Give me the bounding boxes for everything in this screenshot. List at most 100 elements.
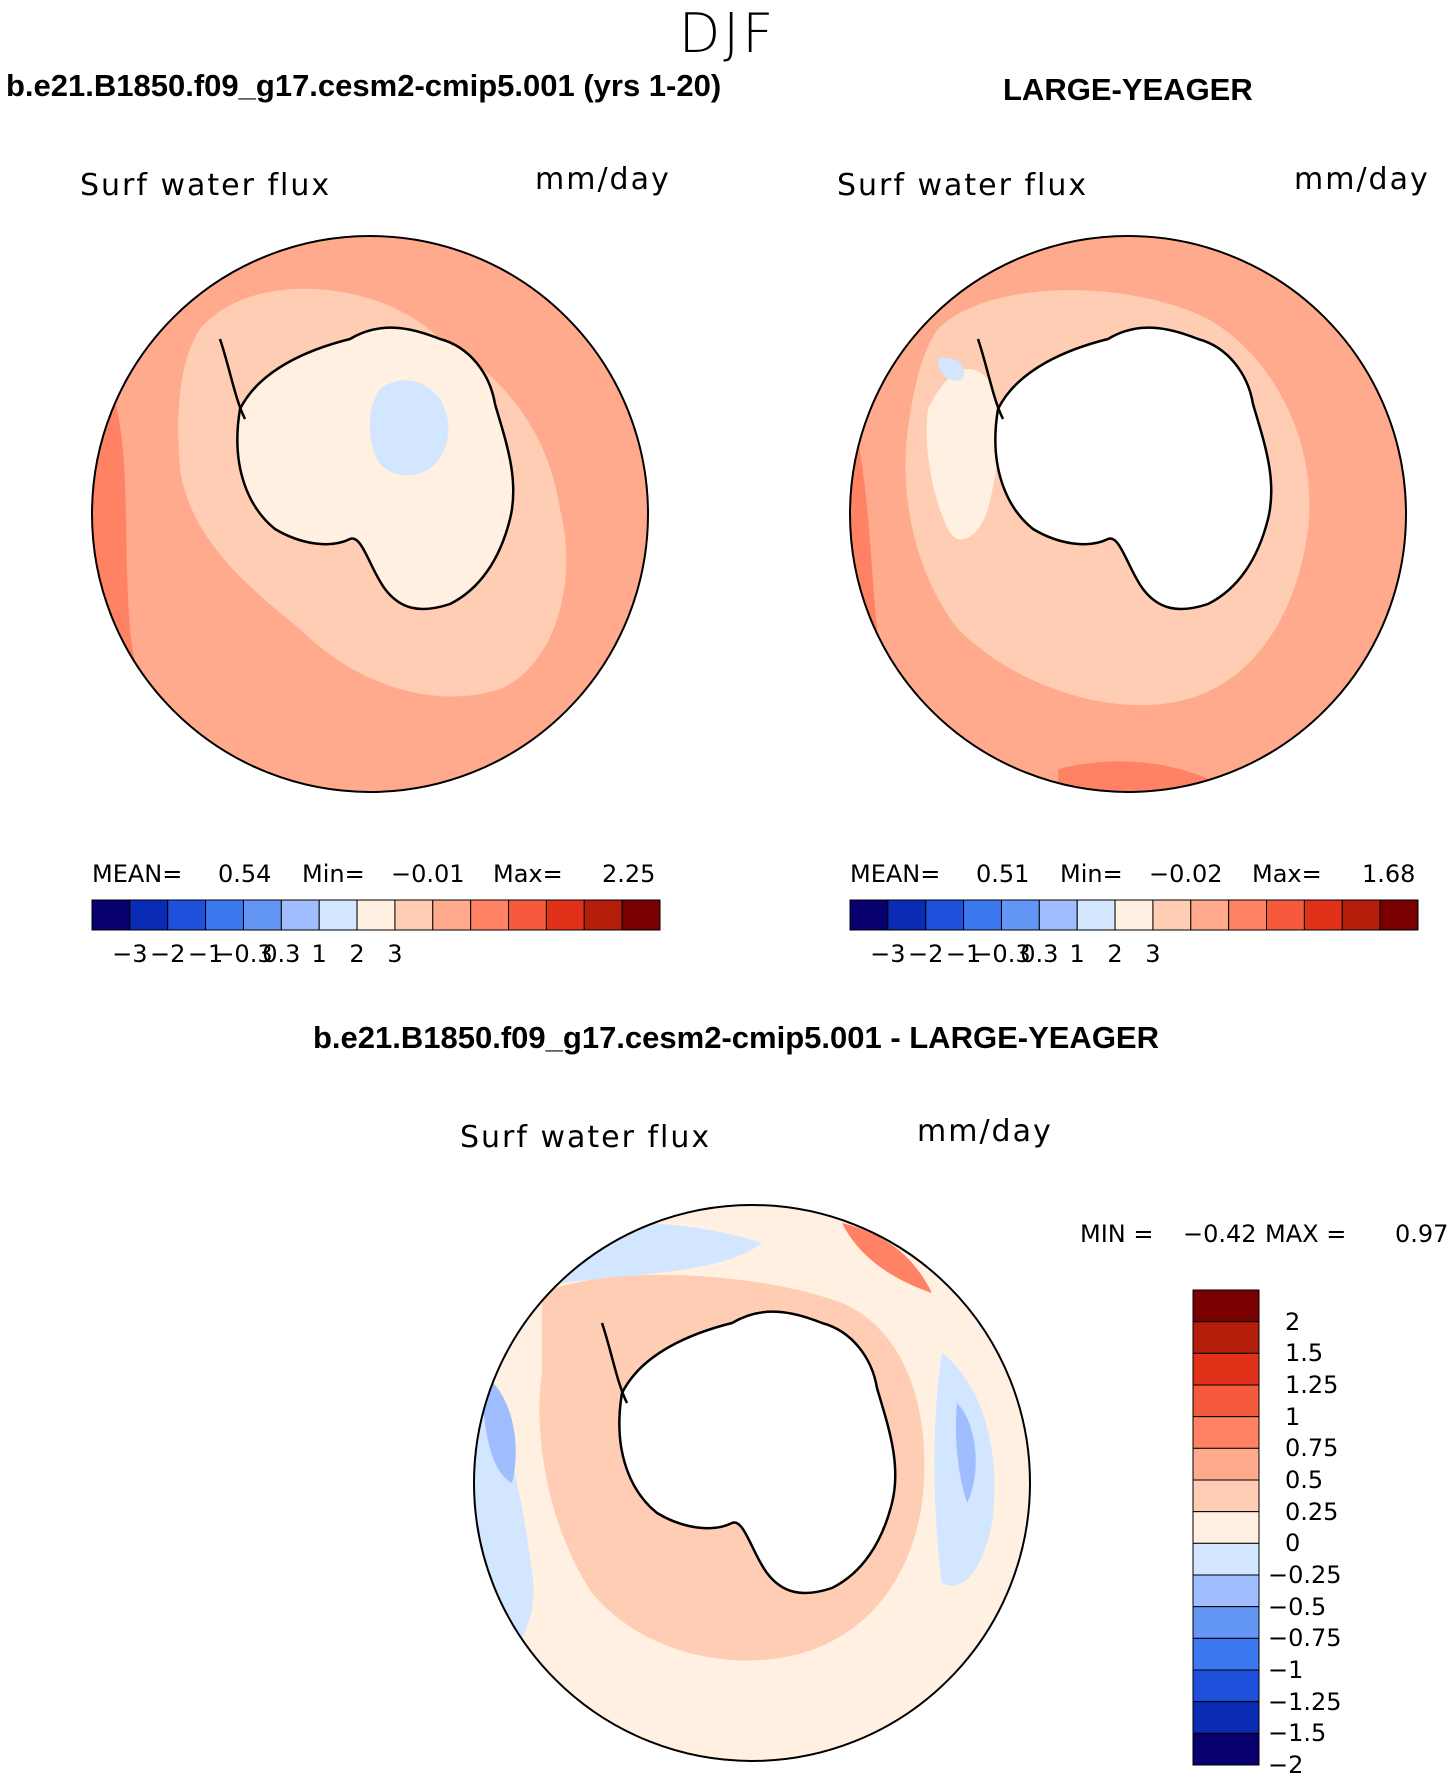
colorbar-swatch — [356, 899, 396, 931]
colorbar-tick-label: 0.25 — [1285, 1497, 1339, 1526]
colorbar-swatch — [205, 899, 244, 931]
colorbar-swatch — [129, 899, 169, 931]
colorbar-swatch — [318, 899, 358, 931]
colorbar-swatch — [1076, 899, 1116, 931]
colorbar-swatch — [545, 899, 585, 931]
colorbar-swatch — [432, 899, 472, 931]
colorbar-tick-label: 2 — [349, 940, 365, 968]
colorbar-tick-label: −1 — [187, 940, 224, 968]
panel2-title: LARGE-YEAGER — [1003, 72, 1253, 107]
panel2-negative-flux-patch — [938, 357, 964, 381]
colorbar-tick-label: 2 — [1107, 940, 1123, 968]
colorbar-tick-label: −3 — [112, 940, 148, 968]
colorbar-tick-label: −0.25 — [1268, 1561, 1342, 1589]
panel3-colorbar-ticks: 2 1.5 1.25 1 0.75 0.5 0.25 0 −0.25 −0.5 −0.75 −1 −1.… — [1268, 1290, 1418, 1779]
panel1-title: b.e21.B1850.f09_g17.cesm2-cmip5.001 (yrs… — [6, 68, 722, 103]
colorbar-tick-label: −2 — [150, 940, 186, 968]
panel2-variable-label: Surf water flux — [837, 168, 1089, 203]
panel1-colorbar-ticks: −3 −2 −1 −0.3 0.3 1 2 3 — [92, 940, 660, 970]
panel3-colorbar — [1192, 1289, 1260, 1766]
panel2-colorbar — [849, 899, 1419, 931]
colorbar-swatch — [1192, 1511, 1260, 1544]
panel2-max-label: Max= — [1252, 860, 1322, 888]
colorbar-swatch — [1192, 1384, 1260, 1418]
colorbar-swatch — [167, 899, 207, 931]
colorbar-tick-label: −2 — [1268, 1751, 1304, 1779]
colorbar-swatch — [1266, 899, 1305, 931]
colorbar-swatch — [1000, 899, 1040, 931]
colorbar-tick-label: 1 — [311, 940, 327, 968]
colorbar-tick-label: −0.5 — [1268, 1592, 1327, 1621]
colorbar-tick-label: −1 — [1268, 1656, 1304, 1684]
colorbar-swatch — [1192, 1352, 1260, 1386]
panel1-negative-flux-interior — [369, 380, 449, 476]
colorbar-swatch — [1192, 1637, 1260, 1671]
colorbar-swatch — [91, 899, 131, 931]
panel2-min-value: −0.02 — [1149, 860, 1223, 888]
colorbar-swatch — [583, 899, 623, 931]
panel1-mean-label: MEAN= — [92, 860, 183, 888]
panel2-mean-value: 0.51 — [976, 860, 1030, 888]
colorbar-tick-label: −0.3 — [972, 940, 1031, 968]
colorbar-swatch — [1192, 1479, 1260, 1513]
colorbar-tick-label: −1.5 — [1268, 1719, 1327, 1748]
panel3-min-label: MIN = — [1080, 1220, 1154, 1248]
colorbar-tick-label: −0.3 — [214, 940, 273, 968]
panel2-peninsula-coast — [976, 338, 1005, 420]
panel1-min-value: −0.01 — [391, 860, 465, 888]
panel3-map-border — [473, 1204, 1031, 1762]
panel2-antarctica — [994, 326, 1273, 611]
panel1-min-label: Min= — [302, 860, 365, 888]
colorbar-swatch — [1303, 899, 1343, 931]
panel2-mean-label: MEAN= — [850, 860, 941, 888]
colorbar-swatch — [470, 899, 510, 931]
colorbar-swatch — [1152, 899, 1192, 931]
colorbar-tick-label: 0.3 — [262, 940, 301, 968]
season-title: DJF — [678, 2, 777, 65]
colorbar-swatch — [1114, 899, 1154, 931]
colorbar-tick-label: −0.75 — [1268, 1624, 1342, 1653]
panel2-min-label: Min= — [1060, 860, 1123, 888]
colorbar-tick-label: 1.25 — [1285, 1371, 1339, 1399]
panel3-max-label: MAX = — [1265, 1220, 1347, 1248]
colorbar-swatch — [1192, 1574, 1260, 1608]
panel2-low-flux-peninsula — [926, 369, 1000, 540]
colorbar-swatch — [280, 899, 320, 931]
colorbar-swatch — [925, 899, 965, 931]
panel3-strong-negative-west — [482, 1373, 516, 1483]
colorbar-tick-label: −3 — [870, 940, 906, 968]
colorbar-tick-label: 2 — [1285, 1307, 1301, 1336]
colorbar-swatch — [1190, 899, 1230, 931]
panel2-colorbar-ticks: −3 −2 −1 −0.3 0.3 1 2 3 — [850, 940, 1418, 970]
colorbar-tick-label: 0.5 — [1285, 1466, 1324, 1494]
colorbar-swatch — [1192, 1416, 1260, 1449]
colorbar-swatch — [849, 899, 889, 931]
panel1-antarctica — [236, 326, 515, 611]
panel1-variable-label: Surf water flux — [80, 168, 332, 203]
colorbar-swatch — [394, 899, 434, 931]
colorbar-swatch — [1192, 1542, 1260, 1576]
colorbar-swatch — [1192, 1669, 1260, 1703]
colorbar-swatch — [1228, 899, 1268, 931]
colorbar-tick-label: −1.25 — [1268, 1687, 1342, 1716]
panel3-peninsula-coast — [600, 1322, 629, 1404]
colorbar-swatch — [1192, 1732, 1260, 1766]
colorbar-swatch — [1192, 1321, 1260, 1354]
colorbar-swatch — [1192, 1701, 1260, 1734]
panel1-max-value: 2.25 — [602, 860, 656, 888]
panel3-title: b.e21.B1850.f09_g17.cesm2-cmip5.001 - LA… — [313, 1020, 1159, 1055]
colorbar-swatch — [1379, 899, 1419, 931]
colorbar-tick-label: 1 — [1285, 1402, 1301, 1431]
panel1-units: mm/day — [535, 162, 671, 197]
panel3-max-value: 0.97 — [1395, 1220, 1449, 1248]
panel1-polar-map — [91, 235, 649, 793]
panel3-units: mm/day — [917, 1114, 1053, 1149]
colorbar-tick-label: 1.5 — [1285, 1339, 1324, 1368]
panel1-colorbar — [91, 899, 661, 931]
colorbar-swatch — [1341, 899, 1381, 931]
panel1-map-border — [91, 235, 649, 793]
panel2-polar-map — [849, 235, 1407, 793]
panel1-peninsula-coast — [218, 338, 247, 420]
colorbar-tick-label: 0 — [1285, 1529, 1301, 1558]
colorbar-swatch — [963, 899, 1002, 931]
